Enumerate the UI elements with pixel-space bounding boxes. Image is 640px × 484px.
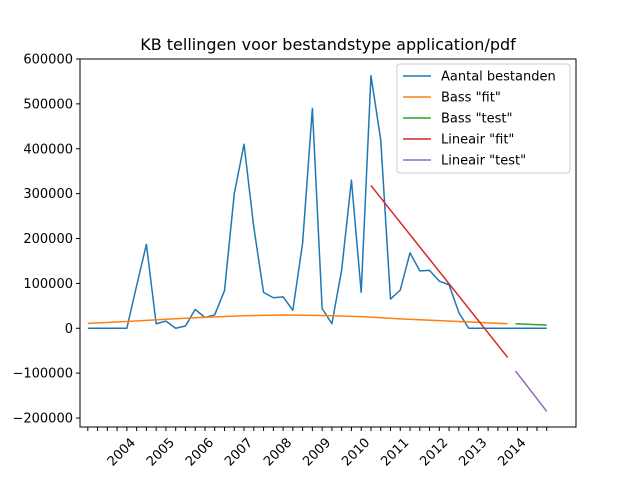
y-tick-label: 600000 bbox=[23, 53, 73, 68]
series-line-4 bbox=[514, 370, 548, 412]
legend-frame bbox=[396, 63, 571, 174]
y-tick-label: 100000 bbox=[23, 277, 73, 292]
legend-label-4: Lineair "test" bbox=[441, 154, 526, 169]
series-line-2 bbox=[515, 323, 547, 326]
series-line-1 bbox=[87, 314, 508, 325]
legend-label-1: Bass "fit" bbox=[441, 91, 501, 106]
y-tick-label: −100000 bbox=[12, 367, 73, 382]
y-tick-label: 200000 bbox=[23, 232, 73, 247]
y-tick-label: 500000 bbox=[23, 97, 73, 112]
y-tick-label: 300000 bbox=[23, 187, 73, 202]
chart-title: KB tellingen voor bestandstype applicati… bbox=[140, 35, 516, 54]
plot-layer bbox=[87, 74, 548, 412]
y-tick-label: 0 bbox=[65, 322, 73, 337]
legend: Aantal bestanden Bass "fit" Bass "test" Lin… bbox=[396, 63, 571, 174]
y-tick-label: 400000 bbox=[23, 142, 73, 157]
series-line-0 bbox=[87, 74, 547, 330]
plot-frame bbox=[79, 58, 577, 428]
legend-label-0: Aantal bestanden bbox=[441, 70, 556, 85]
y-tick-label: −200000 bbox=[12, 412, 73, 427]
legend-label-2: Bass "test" bbox=[441, 112, 513, 127]
series-line-3 bbox=[370, 185, 509, 358]
legend-label-3: Lineair "fit" bbox=[441, 133, 514, 148]
